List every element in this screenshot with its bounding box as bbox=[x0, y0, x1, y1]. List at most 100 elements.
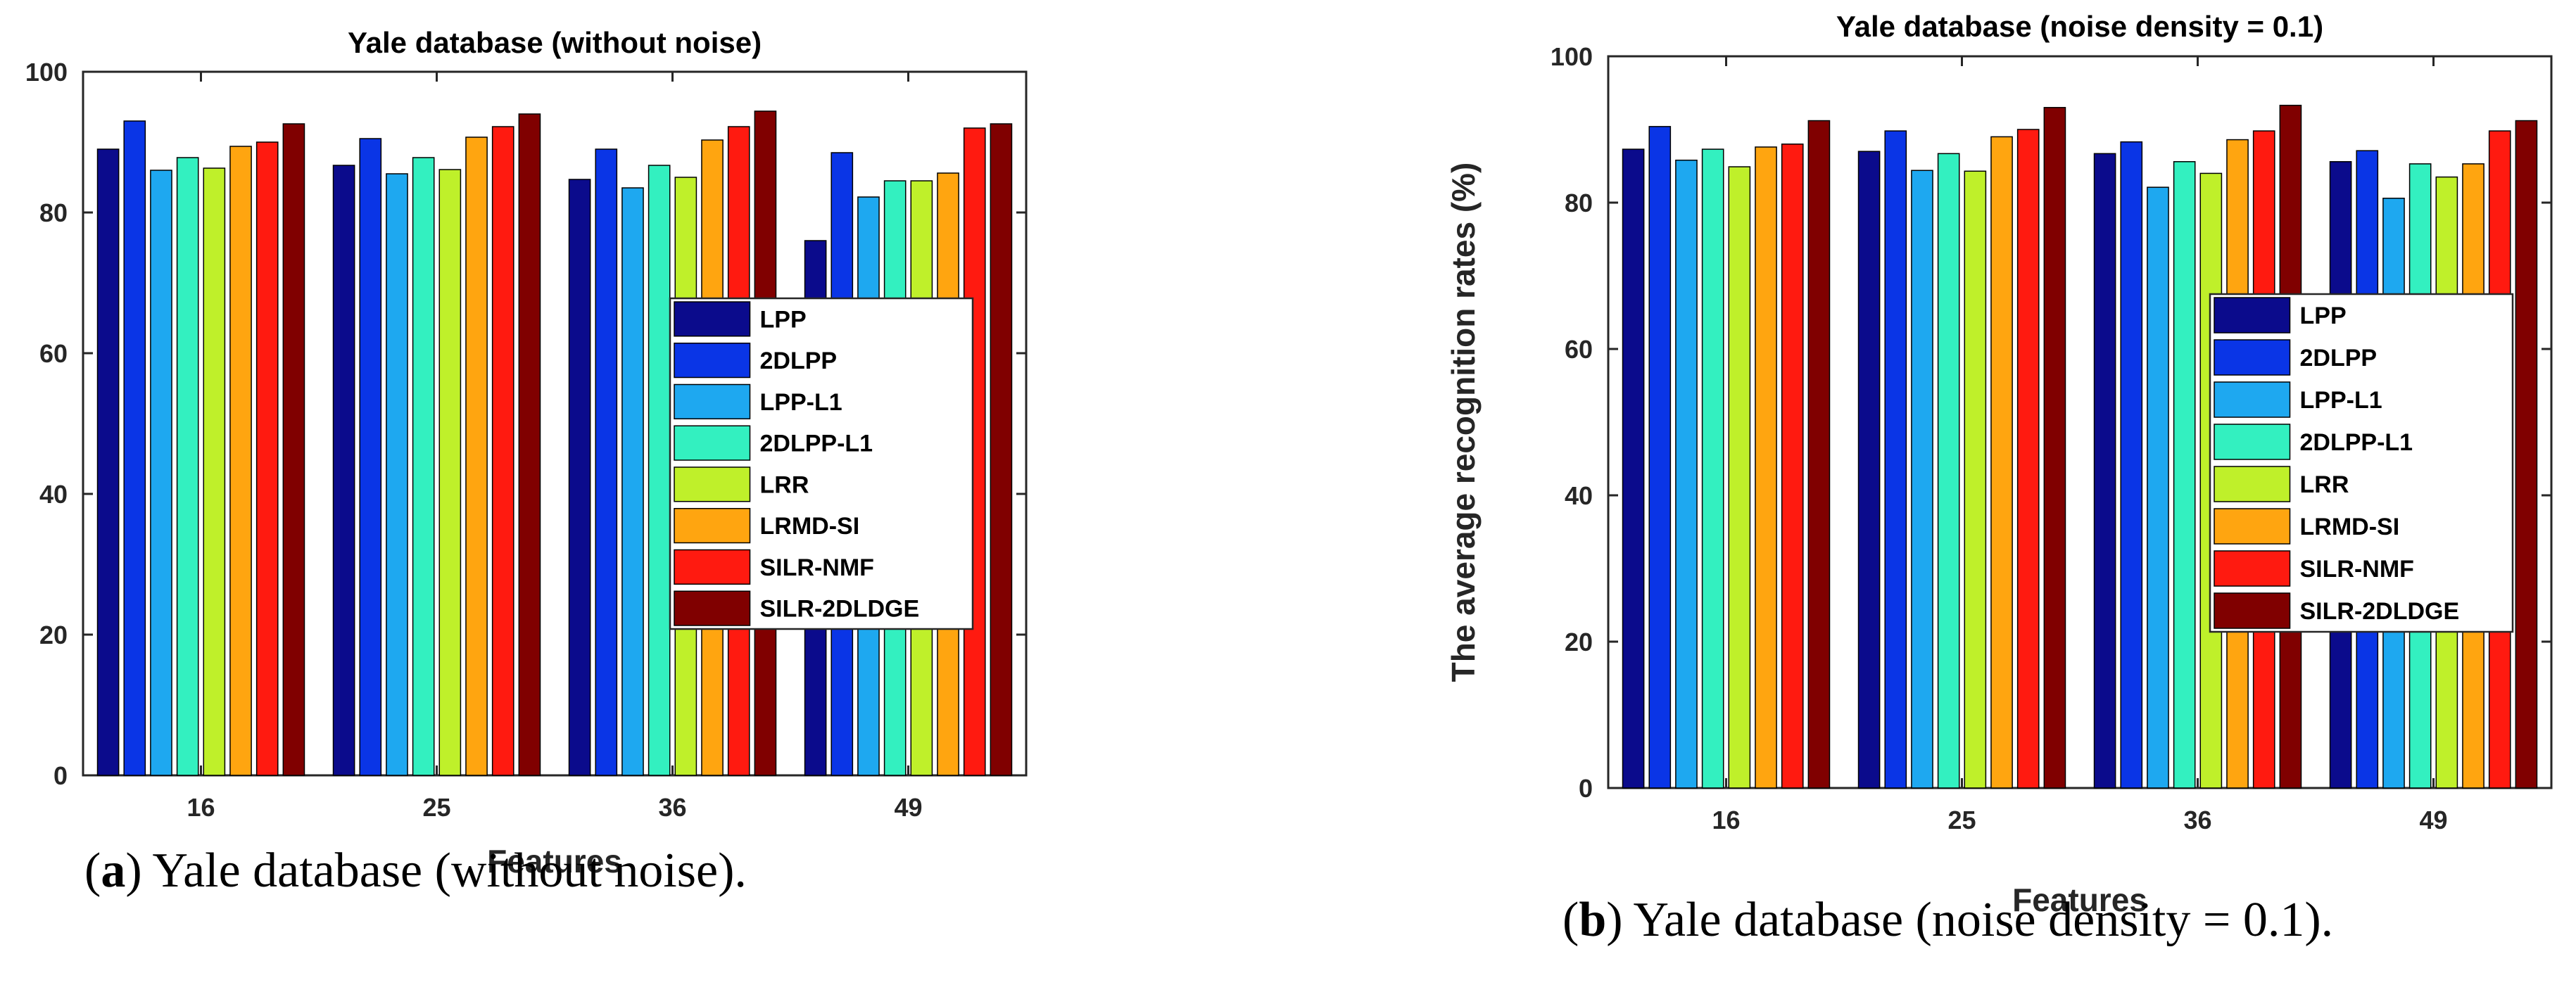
bar-lpp-36 bbox=[2093, 153, 2116, 789]
legend: LPP 2DLPP LPP-L1 2DLPP-L1 LRR LRMD-SI SILR-NMF… bbox=[669, 297, 974, 630]
y-tick-label: 100 bbox=[25, 58, 68, 87]
legend-swatch bbox=[674, 383, 751, 419]
y-tick-label: 20 bbox=[1565, 628, 1593, 656]
bar-lpp-36 bbox=[568, 179, 591, 776]
chart-yale-noise-0-1: Yale database (noise density = 0.1) 0 20 40… bbox=[1445, 10, 2553, 918]
caption-b: (b) Yale database (noise density = 0.1). bbox=[1562, 893, 2333, 947]
x-tick-label: 25 bbox=[422, 793, 450, 822]
y-tick-label: 80 bbox=[1565, 189, 1593, 217]
bar-silr-2dldge-49 bbox=[2515, 120, 2538, 789]
legend-swatch bbox=[2214, 424, 2291, 460]
bar-lrmd-si-16 bbox=[1755, 146, 1777, 789]
bar-silr-nmf-25 bbox=[2016, 129, 2040, 789]
legend-swatch bbox=[2214, 297, 2291, 333]
legend-label: LPP bbox=[2300, 303, 2347, 329]
legend-label: 2DLPP bbox=[2300, 345, 2378, 371]
legend-label: LRMD-SI bbox=[760, 513, 860, 540]
legend-swatch bbox=[2214, 381, 2291, 418]
bar-lpp-25 bbox=[1857, 151, 1881, 789]
bar-2dlpp-l1-25 bbox=[412, 157, 435, 776]
bar-lpp-l1-25 bbox=[1911, 170, 1933, 789]
bar-silr-2dldge-25 bbox=[518, 113, 541, 776]
legend-label: LPP-L1 bbox=[2300, 387, 2382, 414]
legend-label: SILR-2DLDGE bbox=[2300, 598, 2460, 625]
legend-label: LRMD-SI bbox=[2300, 514, 2400, 540]
y-tick-label: 0 bbox=[1579, 774, 1593, 803]
bar-lrr-25 bbox=[438, 169, 462, 776]
bar-lrr-16 bbox=[203, 167, 226, 776]
legend-label: SILR-2DLDGE bbox=[760, 596, 920, 623]
x-tick-label: 25 bbox=[1947, 806, 1976, 834]
x-axis-label: Features bbox=[487, 843, 622, 879]
caption-a: (a) Yale database (without noise). bbox=[84, 844, 747, 898]
y-tick-label: 20 bbox=[39, 621, 68, 649]
bar-2dlpp-l1-16 bbox=[176, 157, 199, 776]
y-axis-label: The average recognition rates (%) bbox=[1445, 163, 1482, 682]
y-tick-label: 40 bbox=[39, 480, 68, 509]
caption-a-text: ) Yale database (without noise). bbox=[125, 844, 747, 898]
y-tick-label: 80 bbox=[39, 198, 68, 227]
legend-label: LPP-L1 bbox=[760, 389, 842, 416]
legend-swatch bbox=[2214, 550, 2291, 587]
x-tick-label: 36 bbox=[2183, 806, 2211, 834]
plot-area bbox=[1607, 55, 2553, 789]
x-tick-label: 16 bbox=[1712, 806, 1740, 834]
bar-silr-2dldge-16 bbox=[1807, 120, 1831, 789]
bar-lpp-l1-36 bbox=[621, 187, 644, 776]
bar-lpp-l1-16 bbox=[1675, 159, 1698, 789]
legend-label: SILR-NMF bbox=[2300, 556, 2414, 583]
bar-2dlpp-36 bbox=[595, 148, 618, 776]
caption-b-letter: b bbox=[1579, 893, 1606, 947]
bar-lpp-l1-25 bbox=[386, 173, 408, 776]
y-tick-label: 40 bbox=[1565, 481, 1593, 510]
bar-silr-2dldge-49 bbox=[990, 123, 1013, 776]
bar-lrmd-si-25 bbox=[465, 136, 488, 776]
legend-label: 2DLPP bbox=[760, 348, 838, 374]
legend-label: LRR bbox=[760, 471, 809, 498]
bar-lpp-25 bbox=[332, 165, 355, 776]
bar-2dlpp-l1-36 bbox=[648, 165, 671, 776]
bar-silr-2dldge-16 bbox=[282, 123, 305, 776]
caption-b-text: ) Yale database (noise density = 0.1). bbox=[1606, 893, 2333, 947]
bar-lrmd-si-25 bbox=[1990, 136, 2013, 789]
x-axis-label: Features bbox=[2012, 882, 2147, 918]
bar-2dlpp-16 bbox=[123, 120, 146, 776]
legend-label: LRR bbox=[2300, 471, 2349, 498]
legend-label: 2DLPP-L1 bbox=[2300, 429, 2413, 456]
legend-swatch bbox=[674, 343, 751, 379]
bar-lpp-16 bbox=[96, 148, 120, 776]
x-tick-label: 49 bbox=[894, 793, 922, 822]
chart-yale-without-noise: Yale database (without noise) 0 20 40 60 80 10… bbox=[25, 26, 1028, 879]
bar-silr-nmf-16 bbox=[255, 141, 279, 776]
x-tick-label: 36 bbox=[658, 793, 686, 822]
legend-swatch bbox=[674, 549, 751, 585]
bar-2dlpp-25 bbox=[359, 138, 382, 776]
bar-lrr-16 bbox=[1728, 166, 1751, 789]
x-tick-label: 16 bbox=[187, 793, 215, 822]
legend-swatch bbox=[674, 301, 751, 337]
legend-swatch bbox=[2214, 339, 2291, 376]
bar-lrmd-si-16 bbox=[229, 146, 252, 776]
legend-swatch bbox=[674, 466, 751, 502]
bar-2dlpp-25 bbox=[1884, 130, 1907, 789]
legend-label: LPP bbox=[760, 306, 807, 333]
bar-2dlpp-16 bbox=[1648, 126, 1672, 789]
legend-label: SILR-NMF bbox=[760, 554, 874, 581]
legend-label: 2DLPP-L1 bbox=[760, 431, 873, 457]
bar-silr-nmf-25 bbox=[491, 126, 514, 776]
bar-2dlpp-36 bbox=[2120, 141, 2143, 789]
bar-silr-2dldge-25 bbox=[2043, 107, 2066, 789]
y-tick-label: 60 bbox=[1565, 335, 1593, 364]
chart-title: Yale database (noise density = 0.1) bbox=[1836, 10, 2323, 43]
bar-lpp-16 bbox=[1622, 148, 1645, 789]
bar-lrr-25 bbox=[1964, 170, 1987, 789]
chart-title: Yale database (without noise) bbox=[348, 26, 762, 59]
legend-swatch bbox=[2214, 466, 2291, 502]
bar-2dlpp-l1-25 bbox=[1937, 153, 1960, 789]
x-tick-label: 49 bbox=[2419, 806, 2447, 834]
caption-a-letter: a bbox=[101, 844, 125, 898]
legend-swatch bbox=[2214, 508, 2291, 545]
y-tick-label: 100 bbox=[1551, 42, 1593, 71]
bar-lpp-l1-36 bbox=[2147, 186, 2169, 789]
